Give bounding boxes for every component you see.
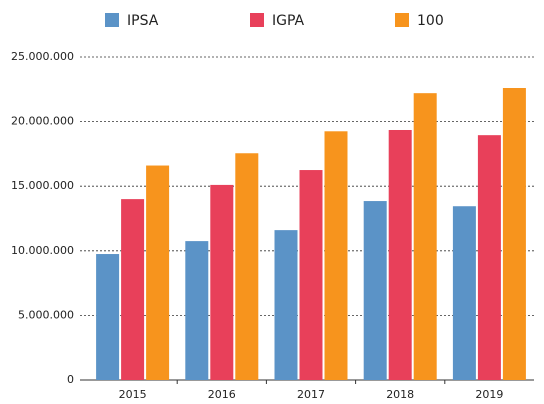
bar bbox=[388, 129, 412, 380]
bar bbox=[452, 206, 476, 380]
x-tick-label: 2017 bbox=[297, 388, 325, 401]
bar bbox=[274, 230, 298, 380]
x-tick-label: 2018 bbox=[386, 388, 414, 401]
bar bbox=[96, 254, 120, 380]
y-tick-label: 20.000.000 bbox=[11, 115, 74, 128]
y-tick-label: 5.000.000 bbox=[18, 308, 74, 321]
x-tick-label: 2015 bbox=[119, 388, 147, 401]
bar bbox=[121, 199, 145, 380]
y-tick-label: 10.000.000 bbox=[11, 244, 74, 257]
bar bbox=[363, 201, 387, 380]
bar bbox=[146, 165, 170, 380]
legend-label: IPSA bbox=[127, 13, 159, 29]
bar bbox=[324, 131, 348, 380]
bar bbox=[502, 88, 526, 381]
legend-swatch bbox=[395, 13, 409, 27]
bar bbox=[413, 93, 437, 381]
y-tick-label: 25.000.000 bbox=[11, 50, 74, 63]
bar bbox=[210, 184, 234, 380]
bar bbox=[235, 153, 259, 380]
bar bbox=[477, 135, 501, 380]
x-tick-label: 2016 bbox=[208, 388, 236, 401]
x-tick-label: 2019 bbox=[475, 388, 503, 401]
legend-swatch bbox=[105, 13, 119, 27]
legend-label: 100 bbox=[417, 13, 444, 29]
y-tick-label: 0 bbox=[67, 373, 74, 386]
legend-swatch bbox=[250, 13, 264, 27]
bar bbox=[299, 170, 323, 380]
y-tick-label: 15.000.000 bbox=[11, 179, 74, 192]
legend-label: IGPA bbox=[272, 13, 305, 29]
bar bbox=[185, 241, 209, 380]
